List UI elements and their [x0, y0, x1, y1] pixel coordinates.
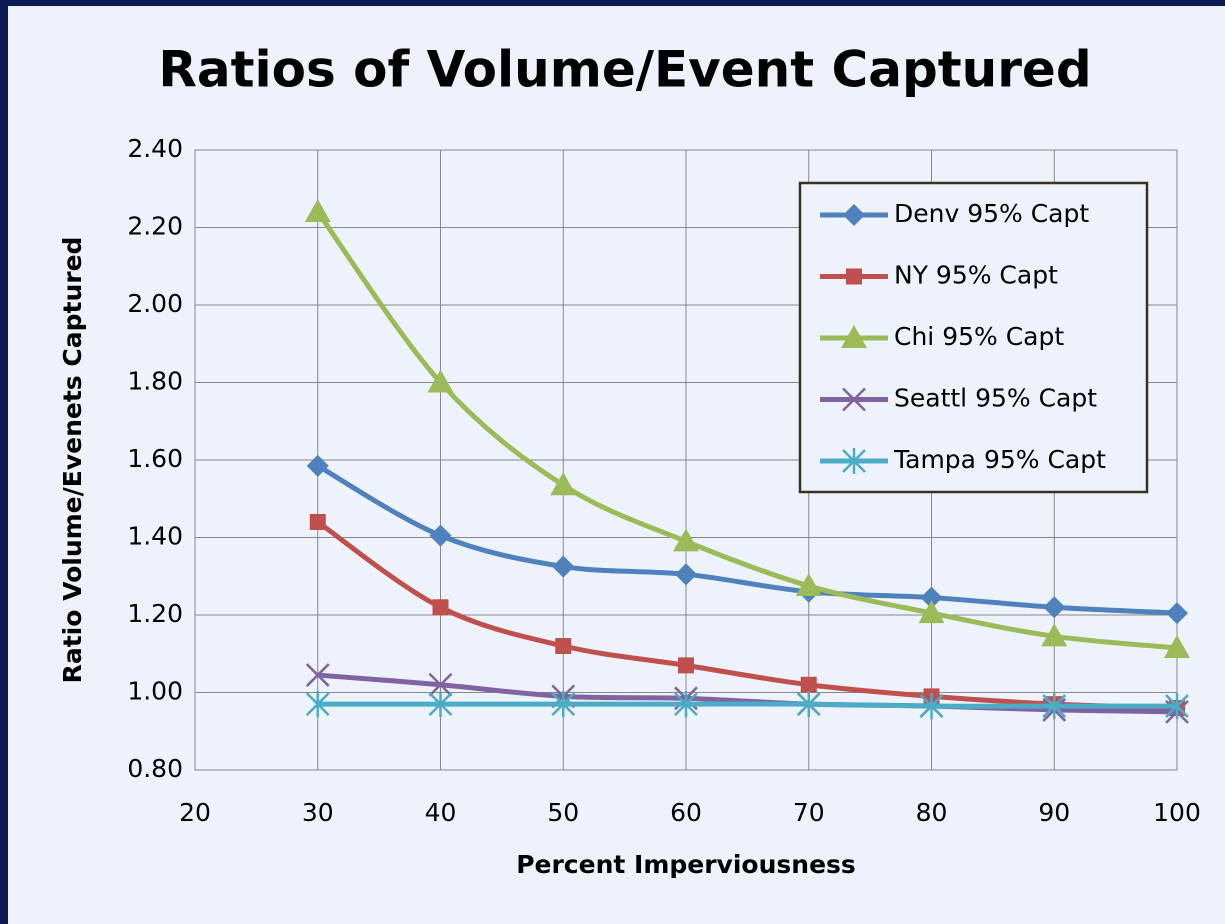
x-tick-label: 40 — [425, 798, 457, 827]
marker — [1043, 596, 1066, 619]
marker — [552, 555, 575, 578]
y-tick-label: 1.00 — [127, 677, 183, 706]
y-tick-label: 1.80 — [127, 367, 183, 396]
marker — [1165, 693, 1189, 720]
legend-label: Denv 95% Capt — [894, 199, 1089, 228]
y-tick-label: 2.20 — [127, 212, 183, 241]
x-tick-label: 90 — [1038, 798, 1070, 827]
marker — [796, 691, 821, 718]
y-tick-label: 1.60 — [127, 444, 183, 473]
legend-label: Tampa 95% Capt — [893, 445, 1106, 474]
series-line — [317, 672, 1178, 715]
marker — [800, 676, 817, 693]
y-tick-label: 2.40 — [127, 134, 183, 163]
x-tick-label: 70 — [793, 798, 825, 827]
x-tick-label: 20 — [179, 798, 211, 827]
x-tick-label: 100 — [1153, 798, 1201, 827]
x-tick-label: 50 — [547, 798, 579, 827]
legend-label: Seattl 95% Capt — [894, 384, 1097, 413]
marker — [551, 691, 576, 718]
marker — [846, 268, 862, 285]
y-tick-label: 1.40 — [127, 522, 183, 551]
marker — [306, 454, 329, 477]
x-tick-label: 30 — [302, 798, 334, 827]
marker — [432, 599, 449, 616]
marker — [304, 199, 331, 222]
marker — [920, 586, 943, 609]
y-tick-label: 2.00 — [127, 289, 183, 318]
y-tick-label: 1.20 — [127, 599, 183, 628]
marker — [309, 514, 326, 530]
marker — [1164, 634, 1190, 658]
chart-title: Ratios of Volume/Event Captured — [158, 41, 1091, 99]
marker — [1042, 693, 1067, 720]
marker — [673, 528, 699, 552]
marker — [428, 691, 453, 718]
marker — [795, 572, 822, 596]
marker — [429, 524, 452, 547]
legend-label: Chi 95% Capt — [894, 322, 1064, 351]
marker — [675, 563, 697, 586]
series-line — [316, 463, 1178, 616]
marker — [678, 657, 694, 674]
marker — [841, 325, 867, 348]
x-tick-label: 80 — [916, 798, 948, 827]
marker — [305, 663, 330, 687]
x-axis-label: Percent Imperviousness — [516, 850, 856, 879]
marker — [305, 691, 330, 718]
y-axis-label: Ratio Volume/Evenets Captured — [58, 237, 87, 684]
marker — [555, 638, 572, 654]
marker — [674, 691, 698, 718]
marker — [842, 387, 866, 412]
marker — [550, 472, 577, 496]
series-line — [317, 701, 1177, 709]
marker — [428, 672, 453, 697]
marker — [1041, 623, 1068, 647]
marker — [918, 600, 945, 624]
marker — [919, 693, 944, 720]
x-tick-label: 60 — [670, 798, 702, 827]
marker — [842, 448, 866, 474]
y-tick-label: 0.80 — [127, 754, 183, 783]
legend-label: NY 95% Capt — [894, 261, 1058, 290]
marker — [1166, 602, 1188, 625]
marker — [427, 369, 454, 393]
marker — [843, 204, 865, 226]
